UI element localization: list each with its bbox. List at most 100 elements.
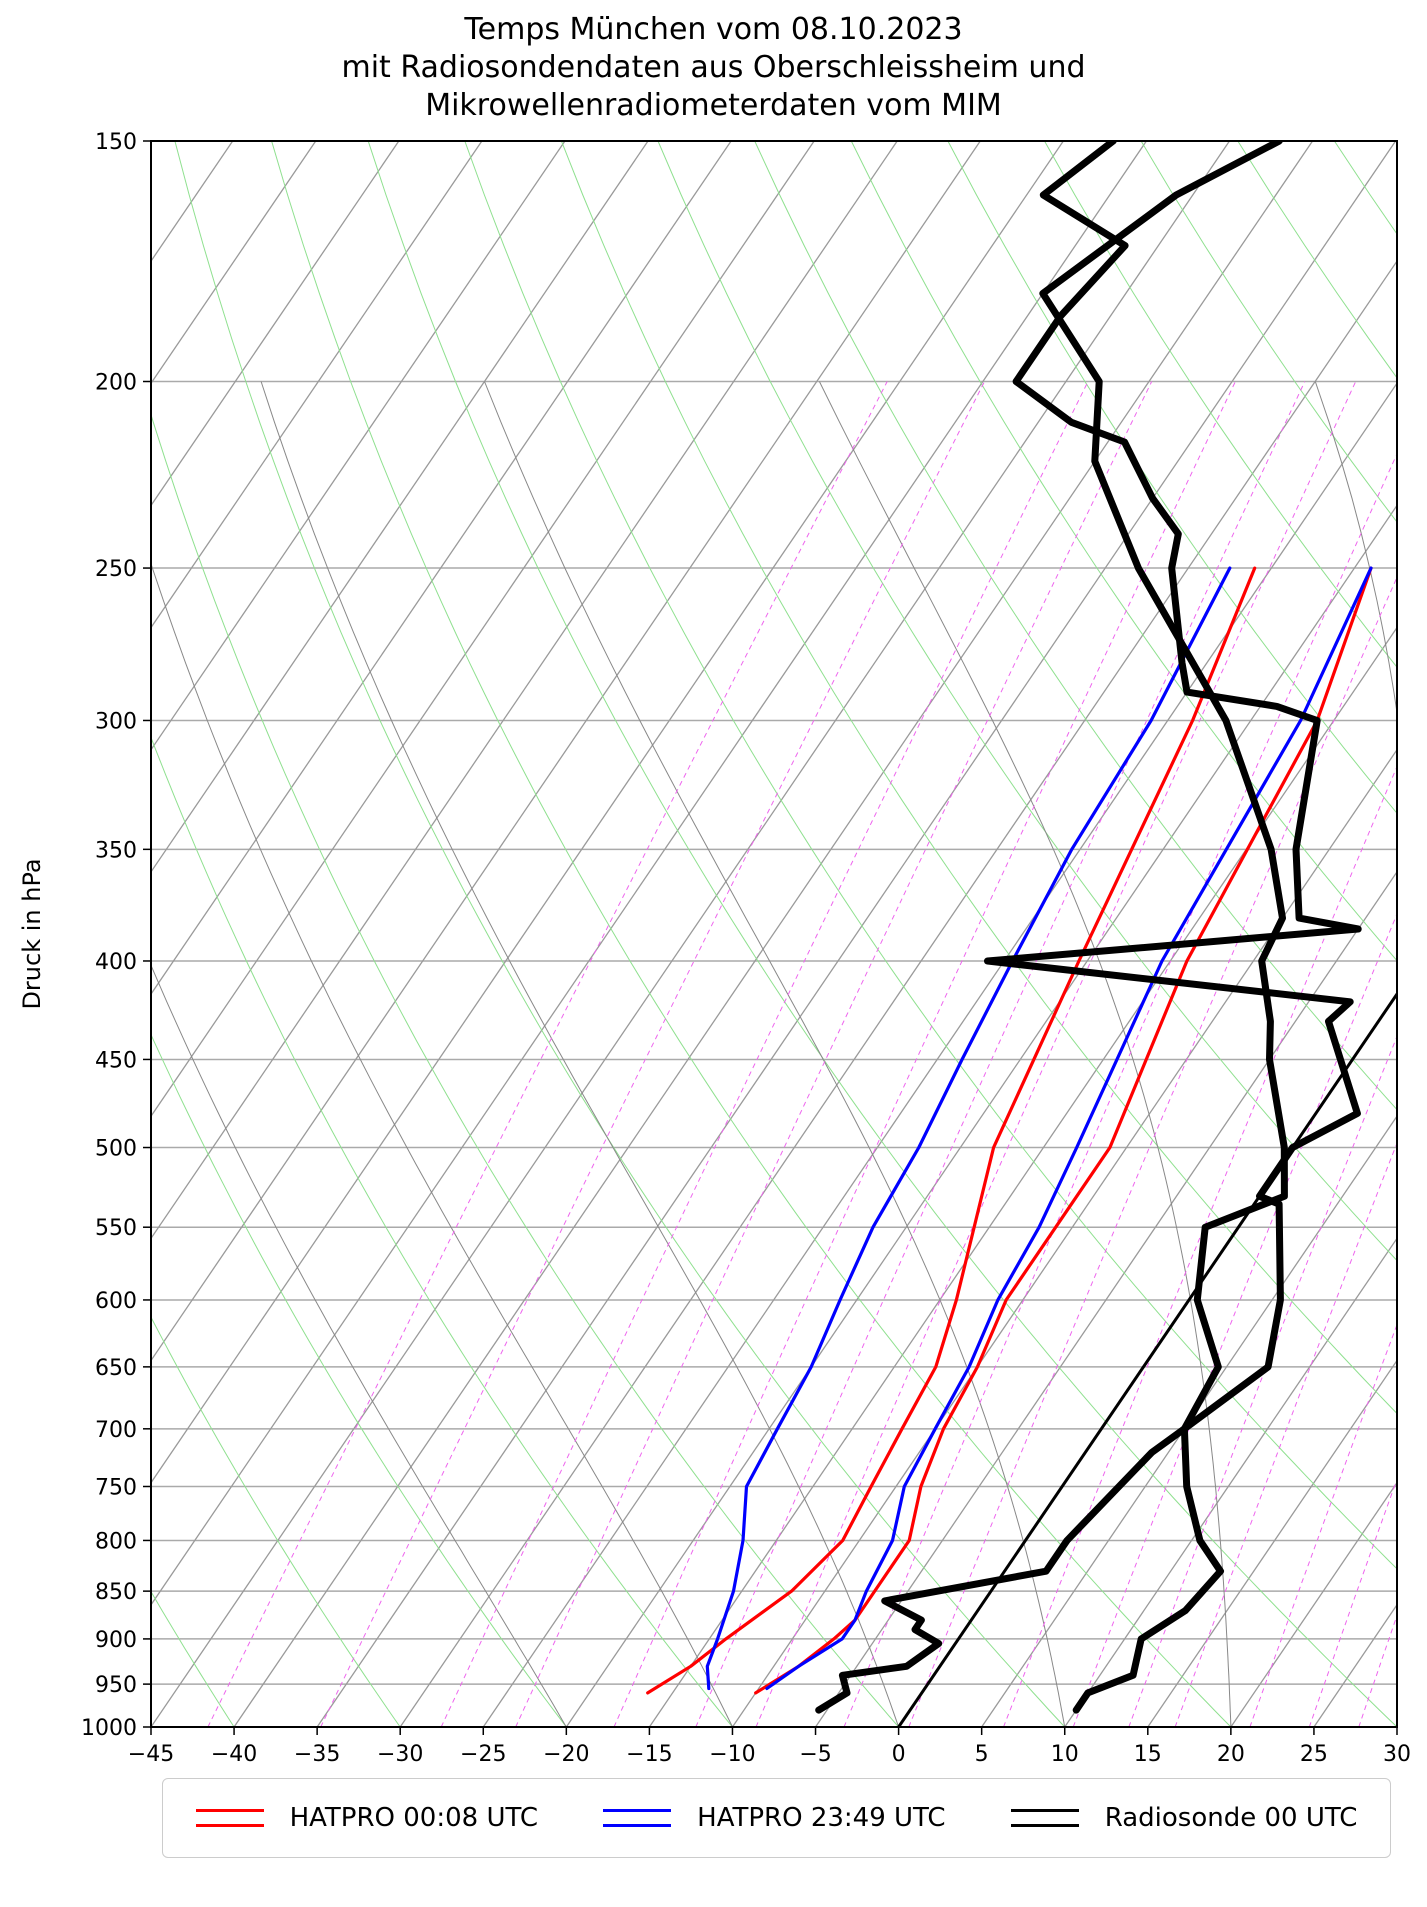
x-tick-label: 10 <box>1051 1742 1079 1767</box>
isotherm-line <box>151 141 1064 1484</box>
chart-legend: HATPRO 00:08 UTC HATPRO 23:49 UTC Radios… <box>162 1778 1391 1858</box>
isotherm-line <box>233 141 1314 1727</box>
moist-adiabat-line <box>151 562 733 1727</box>
mixing-ratio-line <box>613 381 1236 1727</box>
isotherm-line <box>648 626 1397 1727</box>
legend-swatch-red <box>195 1806 264 1830</box>
mixing-ratio-line <box>207 381 888 1727</box>
x-tick-label: 5 <box>975 1742 989 1767</box>
series-line-dewpoint <box>1039 141 1288 1714</box>
y-tick-label: 750 <box>95 1475 137 1500</box>
series-line-temperature <box>705 566 1232 1691</box>
dry-adiabat-line <box>754 141 1397 1111</box>
dry-adiabat-line <box>271 141 1232 1727</box>
dry-adiabat-line <box>1333 141 1397 235</box>
y-tick-label: 800 <box>95 1529 137 1554</box>
isotherm-line <box>814 870 1397 1727</box>
isotherm-line <box>1147 1359 1397 1727</box>
isotherm-line <box>399 259 1397 1727</box>
y-axis-label: Druck in hPa <box>18 858 46 1009</box>
isotherm-line <box>151 141 649 874</box>
legend-label: Radiosonde 00 UTC <box>1104 1803 1358 1833</box>
chart-title-line-2: mit Radiosondendaten aus Oberschleisshei… <box>341 50 1086 85</box>
y-tick-label: 900 <box>95 1628 137 1653</box>
y-tick-label: 600 <box>95 1289 137 1314</box>
isotherm-line <box>151 141 815 1118</box>
y-tick-label: 950 <box>95 1673 137 1698</box>
y-tick-label: 200 <box>95 371 137 396</box>
x-tick-label: −5 <box>799 1742 831 1767</box>
x-tick-label: −40 <box>211 1742 257 1767</box>
series-line-dewpoint <box>754 566 1373 1695</box>
isotherm-line <box>151 141 483 629</box>
legend-item-hatpro-2349: HATPRO 23:49 UTC <box>603 1803 946 1833</box>
data-group <box>646 141 1397 1727</box>
plot-frame <box>150 140 1398 1728</box>
mixing-ratio-line <box>1003 765 1397 1727</box>
isotherm-line <box>482 382 1397 1727</box>
dry-adiabat-line <box>464 141 1397 1570</box>
isotherm-line <box>1064 1237 1397 1727</box>
mixing-ratio-line <box>1308 1477 1397 1727</box>
x-tick-label: −35 <box>294 1742 340 1767</box>
legend-item-radiosonde: Radiosonde 00 UTC <box>1010 1803 1358 1833</box>
dry-adiabat-line <box>560 141 1397 1415</box>
isotherm-line <box>316 141 1397 1727</box>
chart-title-line-1: Temps München vom 08.10.2023 <box>464 12 963 47</box>
isotherm-line <box>151 141 566 751</box>
series-line-dewpoint <box>765 566 1373 1691</box>
isotherm-line <box>1396 1725 1397 1727</box>
isotherm-line <box>151 141 1147 1606</box>
y-tick-label: 850 <box>95 1580 137 1605</box>
y-tick-label: 1000 <box>81 1716 137 1741</box>
isotherm-line <box>151 141 317 385</box>
grid-group <box>151 141 1427 1728</box>
mixing-ratio-line <box>1128 1035 1397 1727</box>
y-tick-label: 700 <box>95 1418 137 1443</box>
y-tick-label: 500 <box>95 1137 137 1162</box>
moist-adiabat-line <box>260 381 900 1727</box>
x-tick-label: −25 <box>460 1742 506 1767</box>
dry-adiabat-line <box>850 141 1397 962</box>
x-tick-label: −20 <box>543 1742 589 1767</box>
dry-adiabat-line <box>151 413 899 1727</box>
x-tick-label: −10 <box>709 1742 755 1767</box>
mixing-ratio-line <box>1249 1323 1397 1727</box>
y-tick-label: 300 <box>95 709 137 734</box>
series-line-temperature <box>646 566 1257 1695</box>
moist-adiabat-line <box>151 964 567 1727</box>
isotherm-line <box>151 141 898 1240</box>
dry-adiabat-line <box>151 1590 235 1727</box>
x-tick-label: −45 <box>128 1742 174 1767</box>
mixing-ratio-line <box>1401 382 1427 1728</box>
y-tick-label: 650 <box>95 1356 137 1381</box>
mixing-ratio-line <box>908 576 1397 1727</box>
y-tick-label: 550 <box>95 1216 137 1241</box>
reference-line <box>897 991 1397 1727</box>
x-tick-label: 15 <box>1134 1742 1162 1767</box>
x-tick-label: 20 <box>1217 1742 1245 1767</box>
dry-adiabat-line <box>151 1316 401 1727</box>
isotherm-line <box>981 1115 1397 1727</box>
legend-label: HATPRO 00:08 UTC <box>289 1803 538 1833</box>
dry-adiabat-line <box>174 141 1066 1727</box>
legend-item-hatpro-0008: HATPRO 00:08 UTC <box>195 1803 538 1833</box>
dry-adiabat-line <box>657 141 1397 1262</box>
y-tick-label: 350 <box>95 838 137 863</box>
isotherm-line <box>151 141 400 507</box>
x-tick-label: −30 <box>377 1742 423 1767</box>
mixing-ratio-line <box>695 381 1306 1727</box>
x-tick-label: −15 <box>626 1742 672 1767</box>
isotherm-line <box>565 504 1397 1727</box>
mixing-ratio-line <box>1072 912 1397 1727</box>
dry-adiabat-line <box>947 141 1397 815</box>
y-tick-label: 250 <box>95 557 137 582</box>
moist-adiabat-line <box>818 381 1232 1727</box>
mixing-ratio-line <box>1174 1141 1397 1727</box>
mixing-ratio-line <box>440 381 1089 1727</box>
chart-title-line-3: Mikrowellenradiometerdaten vom MIM <box>425 88 1002 123</box>
y-tick-label: 400 <box>95 950 137 975</box>
dry-adiabat-line <box>151 736 733 1727</box>
moist-adiabat-line <box>484 381 1066 1727</box>
